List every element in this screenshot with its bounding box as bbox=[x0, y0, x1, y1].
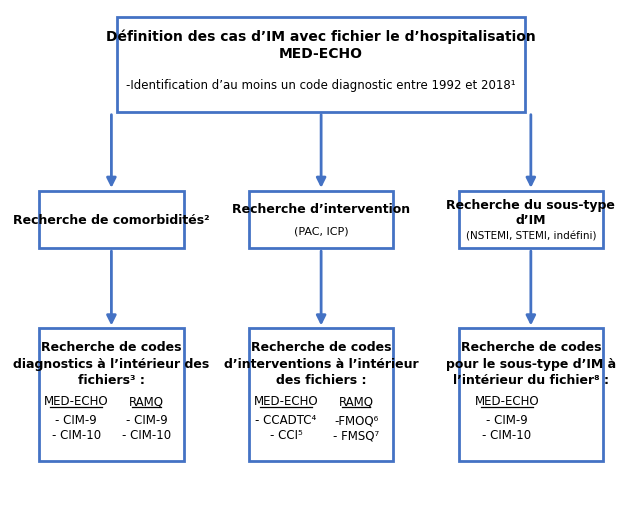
Text: - CIM-9: - CIM-9 bbox=[55, 413, 97, 426]
Text: Recherche d’intervention: Recherche d’intervention bbox=[232, 203, 410, 216]
Text: MED-ECHO: MED-ECHO bbox=[279, 47, 363, 61]
FancyBboxPatch shape bbox=[39, 329, 184, 461]
Text: MED-ECHO: MED-ECHO bbox=[253, 394, 318, 408]
Text: Recherche de comorbidités²: Recherche de comorbidités² bbox=[13, 214, 209, 227]
FancyBboxPatch shape bbox=[459, 329, 603, 461]
Text: Recherche de codes: Recherche de codes bbox=[251, 340, 391, 353]
Text: - CCADTC⁴: - CCADTC⁴ bbox=[255, 413, 316, 426]
Text: -FMOQ⁶: -FMOQ⁶ bbox=[334, 413, 379, 426]
Text: des fichiers :: des fichiers : bbox=[276, 373, 366, 386]
Text: MED-ECHO: MED-ECHO bbox=[475, 394, 539, 408]
Text: (NSTEMI, STEMI, indéfini): (NSTEMI, STEMI, indéfini) bbox=[465, 231, 596, 241]
Text: pour le sous-type d’IM à: pour le sous-type d’IM à bbox=[446, 357, 616, 370]
Text: - CIM-10: - CIM-10 bbox=[52, 428, 101, 441]
Text: - CIM-9: - CIM-9 bbox=[486, 413, 528, 426]
FancyBboxPatch shape bbox=[459, 191, 603, 249]
Text: - CIM-10: - CIM-10 bbox=[122, 428, 171, 441]
Text: - CIM-10: - CIM-10 bbox=[482, 428, 532, 441]
Text: Recherche du sous-type: Recherche du sous-type bbox=[447, 198, 615, 212]
Text: (PAC, ICP): (PAC, ICP) bbox=[294, 226, 348, 236]
Text: -Identification d’au moins un code diagnostic entre 1992 et 2018¹: -Identification d’au moins un code diagn… bbox=[126, 79, 516, 92]
Text: - FMSQ⁷: - FMSQ⁷ bbox=[333, 428, 379, 441]
Text: - CIM-9: - CIM-9 bbox=[126, 413, 167, 426]
Text: RAMQ: RAMQ bbox=[339, 394, 374, 408]
Text: Définition des cas d’IM avec fichier le d’hospitalisation: Définition des cas d’IM avec fichier le … bbox=[106, 29, 536, 43]
FancyBboxPatch shape bbox=[249, 191, 393, 249]
Text: RAMQ: RAMQ bbox=[129, 394, 164, 408]
FancyBboxPatch shape bbox=[117, 18, 525, 113]
Text: fichiers³ :: fichiers³ : bbox=[78, 373, 145, 386]
Text: l’intérieur du fichier⁸ :: l’intérieur du fichier⁸ : bbox=[453, 373, 609, 386]
Text: MED-ECHO: MED-ECHO bbox=[44, 394, 109, 408]
Text: Recherche de codes: Recherche de codes bbox=[41, 340, 182, 353]
Text: - CCI⁵: - CCI⁵ bbox=[270, 428, 303, 441]
Text: d’interventions à l’intérieur: d’interventions à l’intérieur bbox=[224, 357, 418, 370]
FancyBboxPatch shape bbox=[249, 329, 393, 461]
Text: d’IM: d’IM bbox=[516, 214, 546, 227]
Text: Recherche de codes: Recherche de codes bbox=[460, 340, 601, 353]
FancyBboxPatch shape bbox=[39, 191, 184, 249]
Text: diagnostics à l’intérieur des: diagnostics à l’intérieur des bbox=[13, 357, 209, 370]
